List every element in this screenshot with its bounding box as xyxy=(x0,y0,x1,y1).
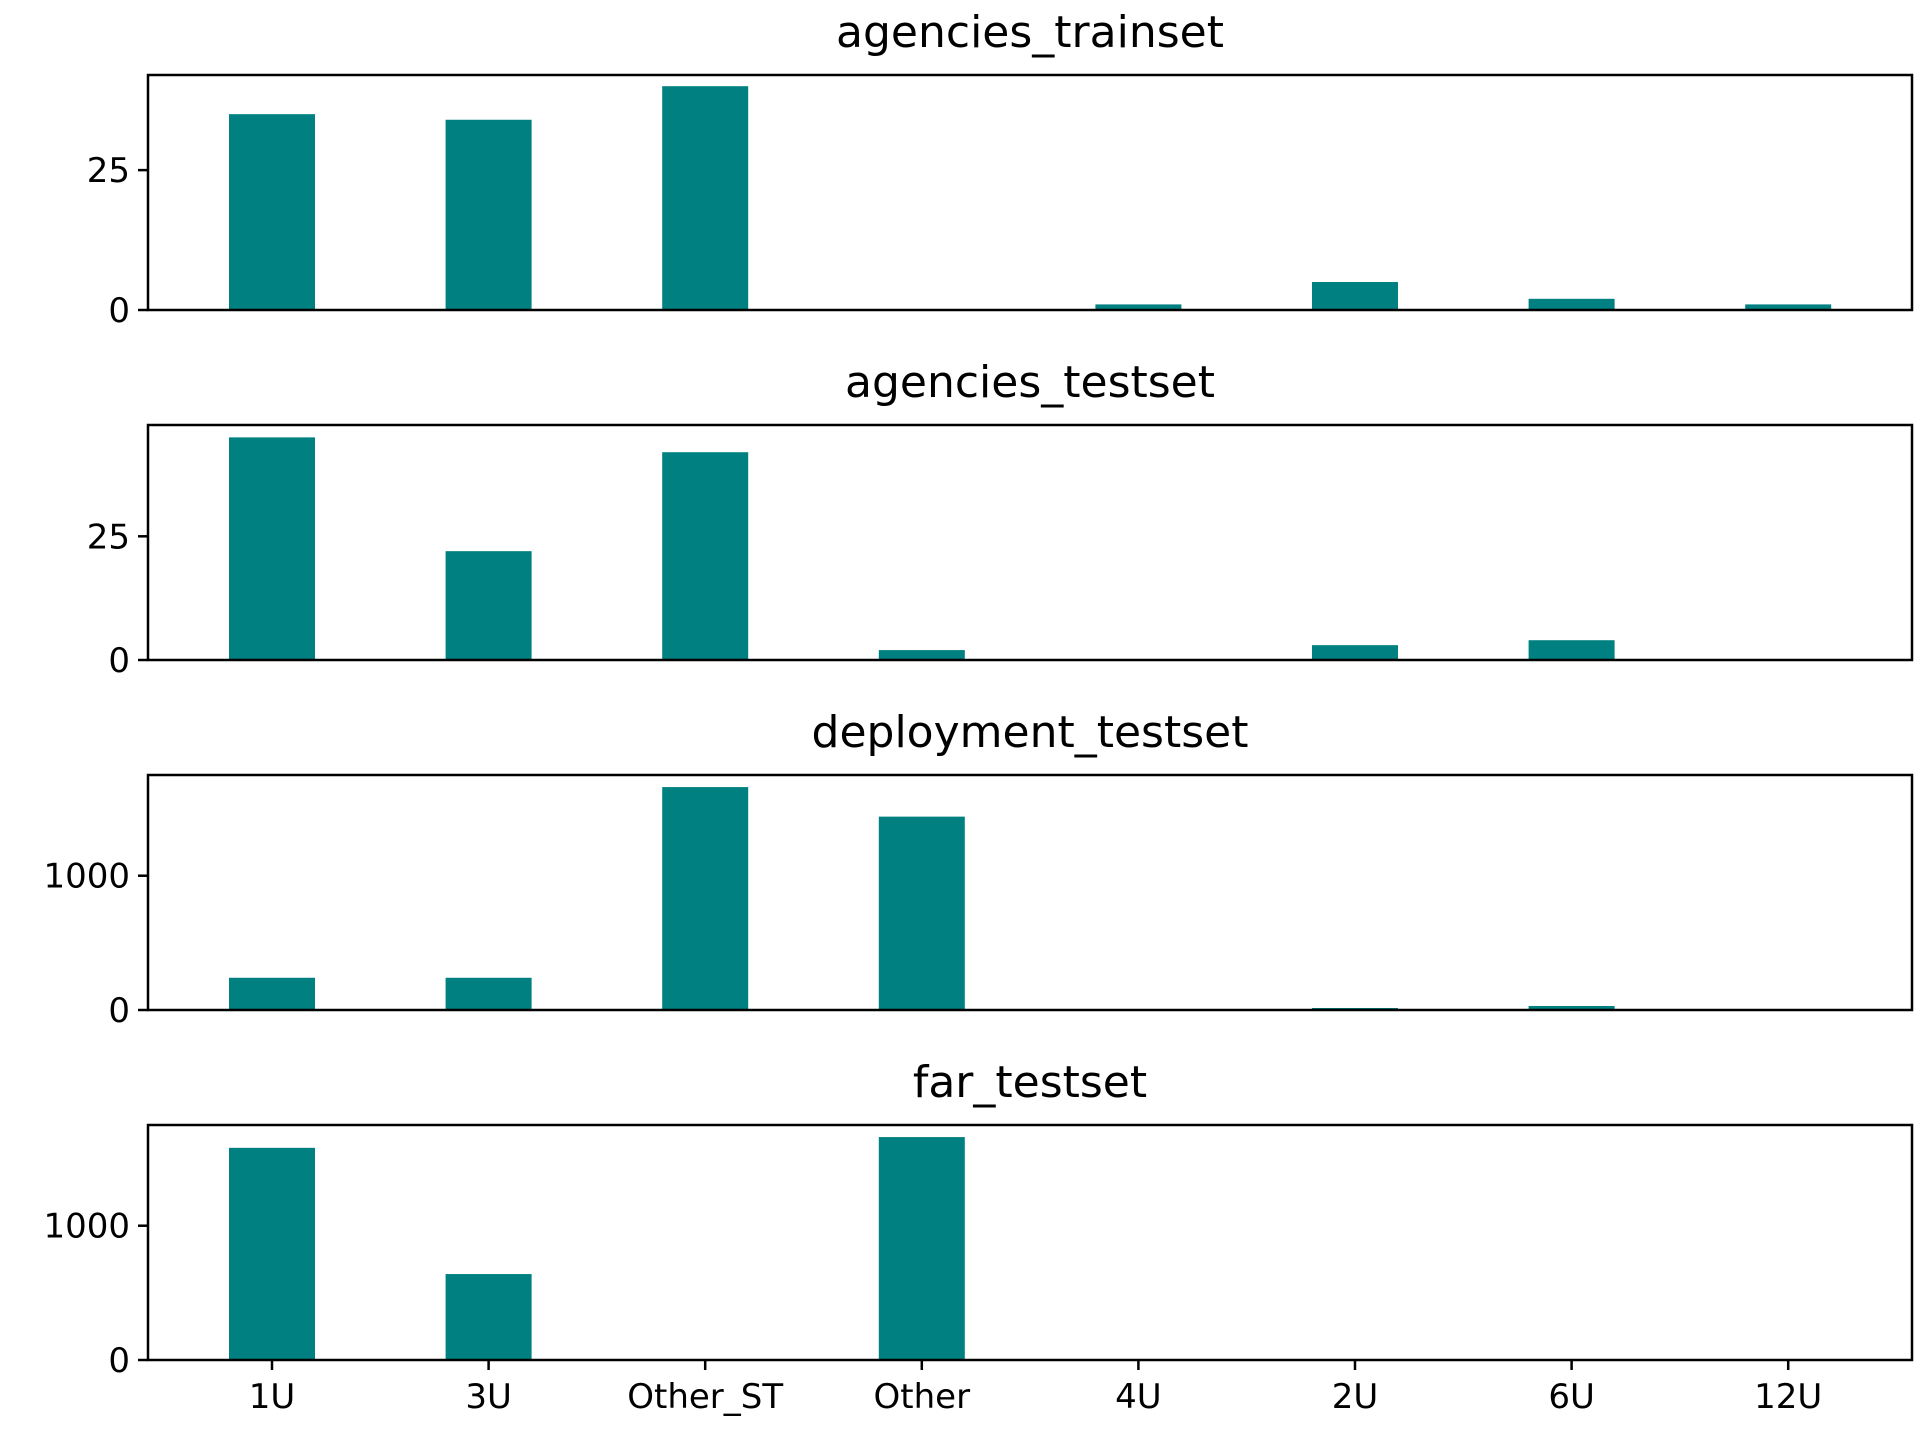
bar-Other_ST xyxy=(662,86,749,310)
bar-Other xyxy=(878,1137,965,1360)
x-tick-label: 6U xyxy=(1548,1377,1595,1417)
bar-Other_ST xyxy=(662,452,749,660)
bar-3U xyxy=(445,977,532,1010)
x-tick-label: 2U xyxy=(1332,1377,1379,1417)
y-tick-label: 1000 xyxy=(43,1207,130,1247)
subplot-agencies_trainset: agencies_trainset 0 25 xyxy=(87,7,1914,331)
bar-6U xyxy=(1528,298,1615,310)
x-tick-label: Other_ST xyxy=(627,1377,783,1417)
bar-3U xyxy=(445,551,532,660)
axes-frame xyxy=(146,73,1914,312)
panel-title: deployment_testset xyxy=(812,707,1249,758)
axes-frame xyxy=(146,423,1914,662)
bar-6U xyxy=(1528,640,1615,660)
bar-1U xyxy=(229,1147,315,1360)
panel-title: agencies_testset xyxy=(845,357,1215,408)
bar-Other_ST xyxy=(662,787,749,1010)
axes-frame xyxy=(146,1123,1914,1362)
y-tick-label: 0 xyxy=(108,1341,130,1381)
subplot-deployment_testset: deployment_testset 0 1000 xyxy=(43,707,1914,1031)
bar-1U xyxy=(229,114,315,311)
y-tick-label: 0 xyxy=(108,291,130,331)
bar-Other xyxy=(878,816,965,1010)
axes-frame xyxy=(146,773,1914,1012)
bar-3U xyxy=(445,119,532,310)
panel-title: far_testset xyxy=(913,1057,1147,1108)
x-tick-label: 12U xyxy=(1754,1377,1822,1417)
y-tick-label: 25 xyxy=(87,151,130,191)
x-tick-label: Other xyxy=(874,1377,971,1417)
subplot-agencies_testset: agencies_testset 0 25 xyxy=(87,357,1914,681)
bar-3U xyxy=(445,1274,532,1360)
y-tick-label: 0 xyxy=(108,991,130,1031)
bar-1U xyxy=(229,977,315,1010)
bar-4U xyxy=(1095,304,1182,310)
bar-12U xyxy=(1745,304,1832,310)
bar-2U xyxy=(1312,645,1398,660)
x-tick-label: 1U xyxy=(249,1377,296,1417)
y-tick-label: 0 xyxy=(108,641,130,681)
bar-1U xyxy=(229,437,315,660)
x-tick-label: 4U xyxy=(1115,1377,1162,1417)
bar-Other xyxy=(878,650,965,660)
bar-6U xyxy=(1528,1005,1615,1010)
x-tick-label: 3U xyxy=(465,1377,512,1417)
subplot-far_testset: far_testset 0 1000 1U 3U Other_ST Other 4U 2U 6U 1… xyxy=(43,1057,1914,1417)
bar-2U xyxy=(1312,282,1398,310)
y-tick-label: 25 xyxy=(87,517,130,557)
panel-title: agencies_trainset xyxy=(836,7,1224,58)
y-tick-label: 1000 xyxy=(43,857,130,897)
